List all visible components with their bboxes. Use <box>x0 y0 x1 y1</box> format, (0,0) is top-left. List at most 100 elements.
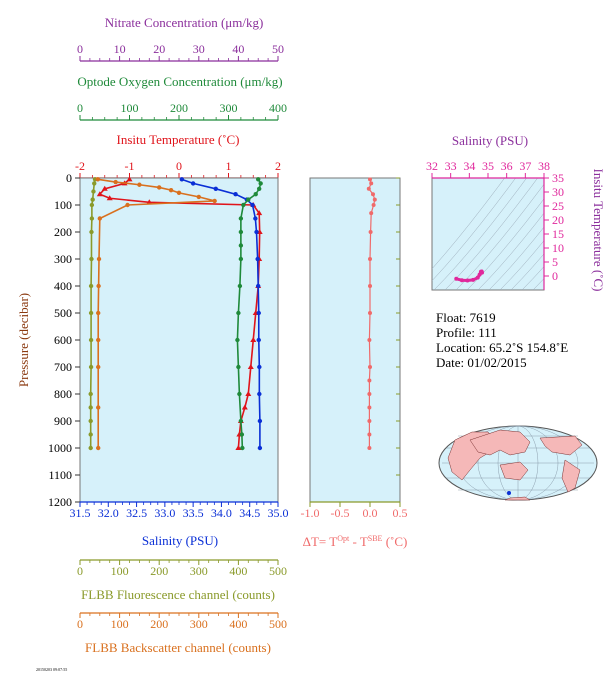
temperature-tick-label: -2 <box>75 159 85 173</box>
fluorescence-point <box>89 256 94 262</box>
ts-temperature-tick-label: 5 <box>552 255 558 269</box>
oxygen-point <box>237 283 243 289</box>
ts-salinity-tick-label: 35 <box>482 159 494 173</box>
oxygen-tick-label: 400 <box>269 101 287 115</box>
density-contour <box>488 226 544 290</box>
salinity-profile-line <box>181 178 261 448</box>
pressure-tick-label: 400 <box>54 279 72 293</box>
footer-stamp: 20150203 09:07:55 <box>36 667 67 672</box>
delta-t-point <box>367 338 372 342</box>
pressure-axis-label: Pressure (decibar) <box>16 293 31 387</box>
salinity-tick-label: 32.0 <box>98 506 119 520</box>
world-map-land <box>447 429 583 501</box>
oxygen-axis-label: Optode Oxygen Concentration (μm/kg) <box>77 74 282 89</box>
density-contour <box>433 178 527 290</box>
oxygen-point <box>238 243 244 248</box>
salinity-point <box>233 192 238 197</box>
pressure-tick-label: 100 <box>54 198 72 212</box>
density-contour <box>444 178 538 290</box>
backscatter-point <box>96 337 101 343</box>
density-contour <box>532 278 544 290</box>
nitrate-tick-label: 40 <box>232 42 244 56</box>
backscatter-point <box>96 405 101 410</box>
ts-temperature-tick-label: 25 <box>552 199 564 213</box>
ts-temperature-tick-label: 30 <box>552 185 564 199</box>
pressure-tick-label: 1100 <box>48 468 72 482</box>
nitrate-tick-label: 50 <box>272 42 284 56</box>
pressure-tick-label: 1200 <box>48 495 72 509</box>
salinity-point <box>190 181 196 186</box>
backscatter-point <box>212 198 217 204</box>
pressure-axis: 0 100 200 300 400 500 600 700 800 900 1000 1100 1200 <box>48 171 80 509</box>
salinity-point <box>254 229 259 235</box>
fluorescence-point <box>88 418 93 424</box>
delta-t-point <box>366 186 371 191</box>
delta-t-point <box>371 203 376 207</box>
delta-t-label-sup2: SBE <box>368 534 383 543</box>
bottom-axes: 31.5 32.0 32.5 33.0 33.5 34.0 34.5 35.0 Salinit… <box>70 501 289 655</box>
density-contour <box>510 253 544 290</box>
delta-t-point <box>372 197 377 202</box>
ts-temperature-tick-label: 0 <box>552 269 558 283</box>
temperature-tick-label: -1 <box>125 159 135 173</box>
float-location-marker <box>507 491 511 495</box>
nitrate-tick-label: 0 <box>77 42 83 56</box>
ts-temperature-tick-label: 15 <box>552 227 564 241</box>
salinity-tick-label: 34.5 <box>239 506 260 520</box>
oxygen-point <box>237 391 242 397</box>
pressure-tick-label: 300 <box>54 252 72 266</box>
location: Location: 65.2˚S 154.8˚E <box>436 340 568 355</box>
delta-t-point <box>367 446 372 450</box>
salinity-axis-label: Salinity (PSU) <box>142 533 218 548</box>
oxygen-tick-label: 200 <box>170 101 188 115</box>
oxygen-tick-label: 100 <box>121 101 139 115</box>
temperature-point <box>126 176 133 182</box>
backscatter-point <box>96 445 101 451</box>
salinity-point <box>256 310 261 316</box>
salinity-point <box>256 283 261 289</box>
profile-series <box>88 176 263 451</box>
fluorescence-point <box>89 202 95 208</box>
backscatter-tick-label: 500 <box>269 617 287 631</box>
salinity-point <box>256 337 261 343</box>
pressure-tick-label: 800 <box>54 387 72 401</box>
ts-salinity-tick-label: 33 <box>445 159 457 173</box>
pressure-tick-label: 200 <box>54 225 72 239</box>
delta-t-point <box>369 211 374 216</box>
oxygen-point <box>256 186 262 191</box>
delta-t-axis: -1.0 -0.5 0.0 0.5 <box>301 177 408 520</box>
delta-t-point <box>367 392 372 396</box>
fluorescence-point <box>88 283 94 289</box>
oxygen-point <box>256 177 261 182</box>
fluorescence-point <box>88 391 93 397</box>
delta-t-point <box>368 177 372 182</box>
temperature-point <box>146 199 153 205</box>
backscatter-axis: 0 100 200 300 400 500 <box>77 612 287 631</box>
salinity-tick-label: 32.5 <box>126 506 147 520</box>
backscatter-point <box>168 187 174 193</box>
fluorescence-point <box>88 445 93 451</box>
pressure-tick-label: 1000 <box>48 441 72 455</box>
salinity-point <box>257 445 263 451</box>
temperature-point <box>241 404 248 410</box>
salinity-tick-label: 33.0 <box>154 506 175 520</box>
oxygen-tick-label: 300 <box>220 101 238 115</box>
oxygen-point <box>241 202 246 208</box>
backscatter-point <box>196 194 201 200</box>
delta-t-label-unit: (˚C) <box>382 534 407 549</box>
fluorescence-point <box>88 405 93 410</box>
delta-t-tick-label: -1.0 <box>301 506 320 520</box>
salinity-point <box>255 256 260 262</box>
profile-panel-background <box>79 177 279 503</box>
backscatter-tick-label: 100 <box>111 617 129 631</box>
fluorescence-tick-label: 0 <box>77 564 83 578</box>
ts-point <box>475 275 480 280</box>
delta-t-point <box>368 257 372 261</box>
salinity-point <box>257 418 263 424</box>
salinity-point <box>250 202 255 208</box>
ts-temperature-tick-label: 20 <box>552 213 564 227</box>
ts-salinity-tick-label: 37 <box>519 159 531 173</box>
delta-t-tick-label: 0.5 <box>393 506 408 520</box>
ts-salinity-tick-label: 38 <box>538 159 550 173</box>
